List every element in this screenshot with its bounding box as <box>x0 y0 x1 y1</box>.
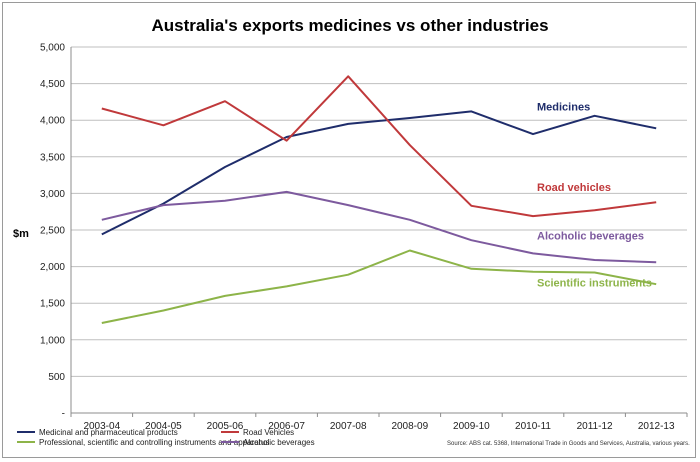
x-tick-label: 2009-10 <box>453 421 490 432</box>
legend-entry: Road Vehicles <box>243 428 294 437</box>
chart-frame: Australia's exports medicines vs other i… <box>2 2 696 458</box>
series-annotation: Medicines <box>537 102 590 114</box>
legend: Medicinal and pharmaceutical products Roa… <box>17 428 315 447</box>
y-axis-label: $m <box>13 228 29 240</box>
line-chart: Australia's exports medicines vs other i… <box>13 16 690 447</box>
x-tick-label: 2008-09 <box>391 421 428 432</box>
series-annotation: Road vehicles <box>537 182 611 194</box>
series-annotation: Scientific instruments <box>537 277 652 289</box>
axes: - 500 1,000 1,500 2,000 2,500 3,000 3,500 4,000 4… <box>40 43 688 432</box>
x-tick-label: 2012-13 <box>638 421 675 432</box>
x-tick-label: 2005-06 <box>207 421 244 432</box>
y-tick-label: 3,500 <box>40 152 65 163</box>
y-tick-label: 2,500 <box>40 226 65 237</box>
series-annotations: Medicines Road vehicles Alcoholic beverage… <box>537 102 652 290</box>
x-tick-label: 2006-07 <box>268 421 305 432</box>
series-line-alcoholic-beverages <box>101 190 657 264</box>
y-tick-label: - <box>62 409 65 420</box>
y-tick-label: 500 <box>48 372 65 383</box>
x-tick-label: 2010-11 <box>515 421 551 432</box>
series-line-road-vehicles <box>101 75 657 218</box>
gridlines <box>71 46 687 377</box>
y-tick-label: 3,000 <box>40 189 65 200</box>
y-tick-label: 4,500 <box>40 79 65 90</box>
y-tick-label: 1,500 <box>40 299 65 310</box>
source-note: Source: ABS cat. 5368, International Tra… <box>447 441 690 447</box>
series-annotation: Alcoholic beverages <box>537 231 644 243</box>
legend-entry: Alcoholic beverages <box>243 438 315 447</box>
x-tick-label: 2003-04 <box>83 421 120 432</box>
series-line-professional-scientific-and-controlling-instruments-and-apparatus <box>101 249 657 324</box>
series-line-medicinal-and-pharmaceutical-products <box>101 110 657 236</box>
x-tick-label: 2004-05 <box>145 421 182 432</box>
legend-entry: Professional, scientific and controlling… <box>39 438 269 447</box>
y-tick-label: 4,000 <box>40 116 65 127</box>
y-tick-label: 1,000 <box>40 335 65 346</box>
y-tick-label: 2,000 <box>40 262 65 273</box>
y-tick-label: 5,000 <box>40 43 65 54</box>
legend-entry: Medicinal and pharmaceutical products <box>39 428 178 437</box>
x-tick-label: 2011-12 <box>577 421 613 432</box>
chart-title: Australia's exports medicines vs other i… <box>151 16 548 35</box>
x-tick-label: 2007-08 <box>330 421 367 432</box>
series-lines <box>101 75 657 324</box>
